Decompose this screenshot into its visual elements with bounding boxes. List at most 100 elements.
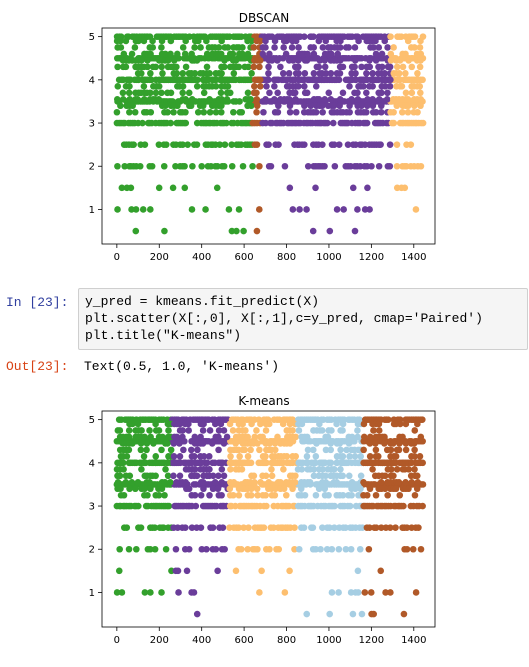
scatter-point — [236, 98, 243, 105]
scatter-point — [174, 567, 182, 575]
scatter-point — [236, 453, 243, 460]
scatter-point — [215, 472, 222, 480]
scatter-point — [403, 545, 411, 553]
scatter-point — [357, 485, 364, 493]
scatter-point — [355, 37, 362, 45]
scatter-point — [280, 466, 287, 473]
scatter-point — [155, 141, 163, 148]
scatter-point — [331, 76, 338, 84]
scatter-point — [161, 491, 168, 499]
scatter-point — [262, 37, 269, 45]
scatter-point — [358, 63, 365, 71]
scatter-point — [134, 76, 142, 84]
scatter-point — [419, 119, 427, 127]
scatter-point — [203, 76, 211, 84]
scatter-point — [266, 50, 273, 58]
scatter-point — [315, 37, 323, 45]
scatter-point — [377, 567, 385, 575]
scatter-point — [366, 440, 374, 447]
scatter-point — [126, 95, 134, 103]
scatter-point — [203, 37, 210, 45]
scatter-point — [370, 427, 377, 434]
scatter-point — [378, 63, 386, 71]
scatter-point — [327, 95, 335, 103]
scatter-point — [164, 57, 172, 64]
scatter-point — [176, 472, 184, 480]
scatter-point — [253, 89, 260, 97]
scatter-point — [282, 491, 290, 499]
scatter-point — [179, 70, 187, 77]
scatter-point — [200, 485, 207, 493]
scatter-point — [286, 420, 294, 428]
scatter-point — [170, 108, 177, 116]
scatter-point — [232, 440, 239, 447]
scatter-point — [137, 524, 145, 531]
scatter-point — [167, 119, 175, 127]
scatter-point — [148, 162, 156, 170]
scatter-point — [225, 206, 233, 213]
scatter-point — [414, 70, 421, 77]
scatter-point — [221, 57, 228, 64]
scatter-point — [161, 478, 169, 486]
scatter-point — [206, 466, 213, 473]
scatter-point — [189, 162, 196, 170]
scatter-point — [384, 44, 391, 51]
scatter-point — [323, 545, 331, 553]
code-editor[interactable]: y_pred = kmeans.fit_predict(X) plt.scatte… — [78, 288, 528, 350]
scatter-point — [179, 44, 187, 51]
scatter-point — [336, 440, 344, 447]
scatter-point — [174, 102, 181, 110]
scatter-point — [254, 440, 261, 447]
scatter-point — [402, 50, 409, 58]
y-tick-label: 5 — [89, 32, 95, 43]
y-tick-label: 2 — [89, 162, 95, 173]
scatter-point — [396, 76, 404, 84]
scatter-point — [220, 427, 228, 434]
scatter-point — [129, 102, 136, 110]
x-tick-label: 1400 — [401, 635, 426, 646]
scatter-point — [247, 102, 255, 110]
scatter-point — [289, 427, 296, 434]
scatter-point — [181, 50, 189, 58]
scatter-point — [113, 589, 121, 596]
scatter-point — [315, 95, 323, 103]
scatter-point — [292, 95, 299, 103]
scatter-point — [369, 102, 377, 110]
scatter-point — [349, 184, 357, 192]
scatter-point — [416, 453, 424, 460]
scatter-point — [188, 206, 196, 213]
scatter-point — [411, 446, 418, 454]
scatter-point — [139, 119, 146, 127]
scatter-point — [398, 108, 406, 116]
scatter-point — [288, 44, 296, 51]
scatter-point — [223, 119, 230, 127]
scatter-point — [315, 63, 323, 71]
scatter-point — [354, 89, 361, 97]
scatter-point — [249, 162, 256, 170]
scatter-point — [319, 141, 326, 148]
dbscan-y-ticks: 1 2 3 4 5 — [89, 32, 102, 216]
scatter-point — [330, 141, 338, 148]
scatter-point — [345, 440, 353, 447]
scatter-point — [395, 70, 403, 77]
scatter-point — [155, 184, 163, 192]
scatter-point — [348, 433, 356, 441]
scatter-point — [275, 545, 283, 553]
scatter-point — [330, 466, 338, 473]
scatter-point — [203, 63, 211, 71]
scatter-point — [181, 524, 189, 531]
scatter-point — [120, 466, 127, 473]
kmeans-title: K-means — [238, 394, 289, 408]
scatter-point — [265, 420, 273, 428]
scatter-point — [417, 89, 424, 97]
scatter-point — [176, 420, 184, 428]
scatter-point — [253, 141, 261, 148]
scatter-point — [224, 44, 232, 51]
scatter-point — [135, 37, 142, 45]
scatter-point — [342, 524, 349, 531]
scatter-point — [393, 162, 401, 170]
scatter-point — [150, 440, 157, 447]
scatter-point — [280, 44, 287, 51]
scatter-point — [146, 545, 154, 553]
scatter-point — [140, 453, 148, 460]
